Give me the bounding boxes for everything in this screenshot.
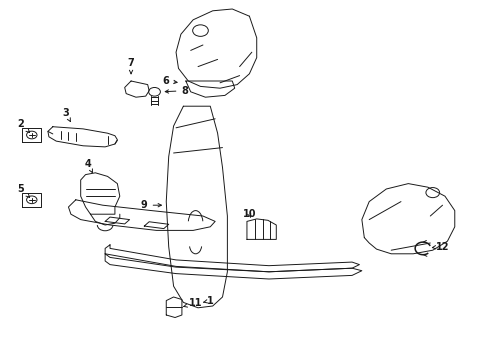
Text: 3: 3 [62,108,70,122]
Polygon shape [105,245,359,272]
Text: 9: 9 [141,200,161,210]
Polygon shape [68,200,215,230]
Polygon shape [105,254,361,279]
Text: 11: 11 [183,298,202,308]
Text: 6: 6 [162,76,177,86]
Text: 4: 4 [84,159,92,172]
Text: 10: 10 [242,209,256,219]
Polygon shape [166,106,227,308]
Polygon shape [144,222,168,229]
Text: 12: 12 [431,242,448,252]
Text: 1: 1 [203,296,213,306]
Polygon shape [185,81,234,97]
Text: 2: 2 [18,119,30,132]
Polygon shape [22,128,41,142]
Polygon shape [176,9,256,88]
Polygon shape [22,193,41,207]
Polygon shape [361,184,454,254]
Polygon shape [81,173,120,214]
Text: 8: 8 [165,86,188,96]
Polygon shape [246,219,276,239]
Polygon shape [166,297,182,318]
Text: 7: 7 [127,58,134,74]
Polygon shape [90,214,120,225]
Polygon shape [124,81,149,97]
Text: 5: 5 [18,184,30,197]
Polygon shape [105,217,129,224]
Polygon shape [48,127,117,147]
